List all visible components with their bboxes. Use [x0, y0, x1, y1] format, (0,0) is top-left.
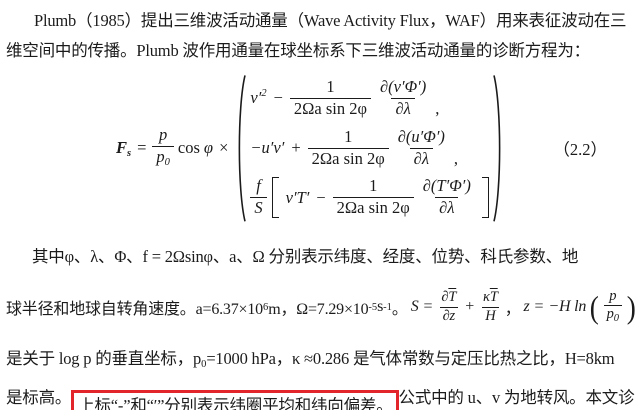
matrix-row-2: −u′v′ + 1 2Ωa sin 2φ ∂(u′Φ′) ∂λ , — [250, 126, 489, 169]
text-run: s — [377, 298, 384, 315]
subscript: 0 — [201, 359, 207, 370]
left-square-bracket — [271, 177, 279, 219]
derivative-fraction: ∂(T′Φ′) ∂λ — [422, 176, 471, 218]
exponent: 6 — [262, 301, 269, 313]
flux-vector-symbol: Fs — [116, 137, 132, 159]
term-v-prime-squared: v′2 — [250, 88, 267, 108]
text-run: =1000 hPa，κ ≈0.286 是气体常数与定压比热之比，H=8km — [206, 349, 615, 368]
right-square-bracket — [481, 177, 489, 219]
dT-dz-fraction: ∂T ∂z — [439, 289, 458, 324]
text-run: m，Ω=7.29×10 — [268, 301, 369, 318]
text-run: 公式中的 u、v 为地转风。本文诊 — [398, 388, 635, 407]
matrix-row-1: v′2 − 1 2Ωa sin 2φ ∂(v′Φ′) ∂λ , — [250, 76, 489, 119]
cos-term: cos — [177, 138, 200, 157]
equation-number: （2.2） — [553, 140, 607, 159]
plus-operator: + — [291, 138, 301, 157]
equals-sign: = — [137, 138, 147, 157]
coefficient-fraction: 1 2Ωa sin 2φ — [289, 77, 371, 119]
separator-comma: ， — [504, 301, 521, 318]
equation-body: Fs = p p0 cos φ × v′2 − 1 2Ωa — [116, 74, 505, 223]
open-parenthesis: ( — [589, 288, 599, 325]
log-pressure-height-formula: z = −H ln ( p p0 ) — [523, 288, 636, 326]
derivative-fraction: ∂(v′Φ′) ∂λ — [380, 76, 427, 118]
paragraph-2-line-4: 是标高。 上标“-”和“′”分别表示纬圈平均和纬向偏差。 公式中的 u、v 为地转风… — [6, 382, 635, 410]
kT-over-H-fraction: κT H — [482, 289, 499, 324]
exponent: -1 — [383, 301, 392, 313]
highlight-box: 上标“-”和“′”分别表示纬圈平均和纬向偏差。 — [71, 390, 399, 410]
exponent: -5 — [368, 301, 378, 313]
coefficient-fraction: 1 2Ωa sin 2φ — [332, 176, 414, 218]
matrix-rows: v′2 − 1 2Ωa sin 2φ ∂(v′Φ′) ∂λ , − — [250, 76, 489, 219]
pressure-ratio-fraction: p p0 — [152, 126, 174, 169]
minus-operator: − — [316, 187, 326, 207]
left-parenthesis — [234, 74, 247, 223]
text-run: 是关于 log p 的垂直坐标，p — [6, 349, 202, 368]
matrix-row-3: f S v′T′ − 1 2Ωa sin 2φ ∂(T′Φ′) ∂λ — [250, 176, 489, 219]
paragraph-2-line-3: 是关于 log p 的垂直坐标，p0=1000 hPa，κ ≈0.286 是气体… — [6, 344, 635, 380]
equation-lhs: Fs = p p0 cos φ × — [116, 126, 230, 169]
text-run: 球半径和地球自转角速度。a=6.37×10 — [6, 301, 263, 318]
paragraph-1-line-2: 维空间中的传播。Plumb 波作用通量在球坐标系下三维波活动通量的诊断方程为： — [6, 41, 590, 60]
f-over-S-fraction: f S — [250, 176, 267, 218]
text-run: 。 — [391, 301, 408, 318]
paragraph-2-line-2: 球半径和地球自转角速度。a=6.37×10 6 m，Ω=7.29×10 -5 s -1。 … — [6, 280, 636, 334]
equation-matrix: v′2 − 1 2Ωa sin 2φ ∂(v′Φ′) ∂λ , − — [234, 74, 505, 223]
paragraph-1-line-1: Plumb（1985）提出三维波活动通量（Wave Activity Flux，… — [34, 11, 627, 30]
text-run: 是标高。 — [6, 388, 72, 407]
minus-operator: − — [273, 88, 283, 108]
row-comma: , — [453, 149, 459, 168]
equation-2-2: Fs = p p0 cos φ × v′2 − 1 2Ωa — [6, 68, 635, 228]
times-sign: × — [219, 138, 229, 157]
coefficient-fraction: 1 2Ωa sin 2φ — [307, 127, 389, 169]
row-comma: , — [435, 99, 440, 119]
term-vT-prime: v′T′ — [285, 187, 310, 207]
p-over-p0-fraction: p p0 — [603, 288, 622, 326]
paragraph-2-line-1: 其中φ、λ、Φ、f = 2Ωsinφ、a、Ω 分别表示纬度、经度、位势、科氏参数… — [32, 247, 579, 266]
term-uv-prime: −u′v′ — [250, 138, 285, 157]
close-parenthesis: ) — [626, 288, 636, 325]
right-parenthesis — [492, 74, 505, 223]
phi-symbol: φ — [203, 138, 214, 157]
derivative-fraction: ∂(u′Φ′) ∂λ — [397, 126, 445, 168]
static-stability-formula: S = ∂T ∂z + κT H — [408, 289, 505, 325]
